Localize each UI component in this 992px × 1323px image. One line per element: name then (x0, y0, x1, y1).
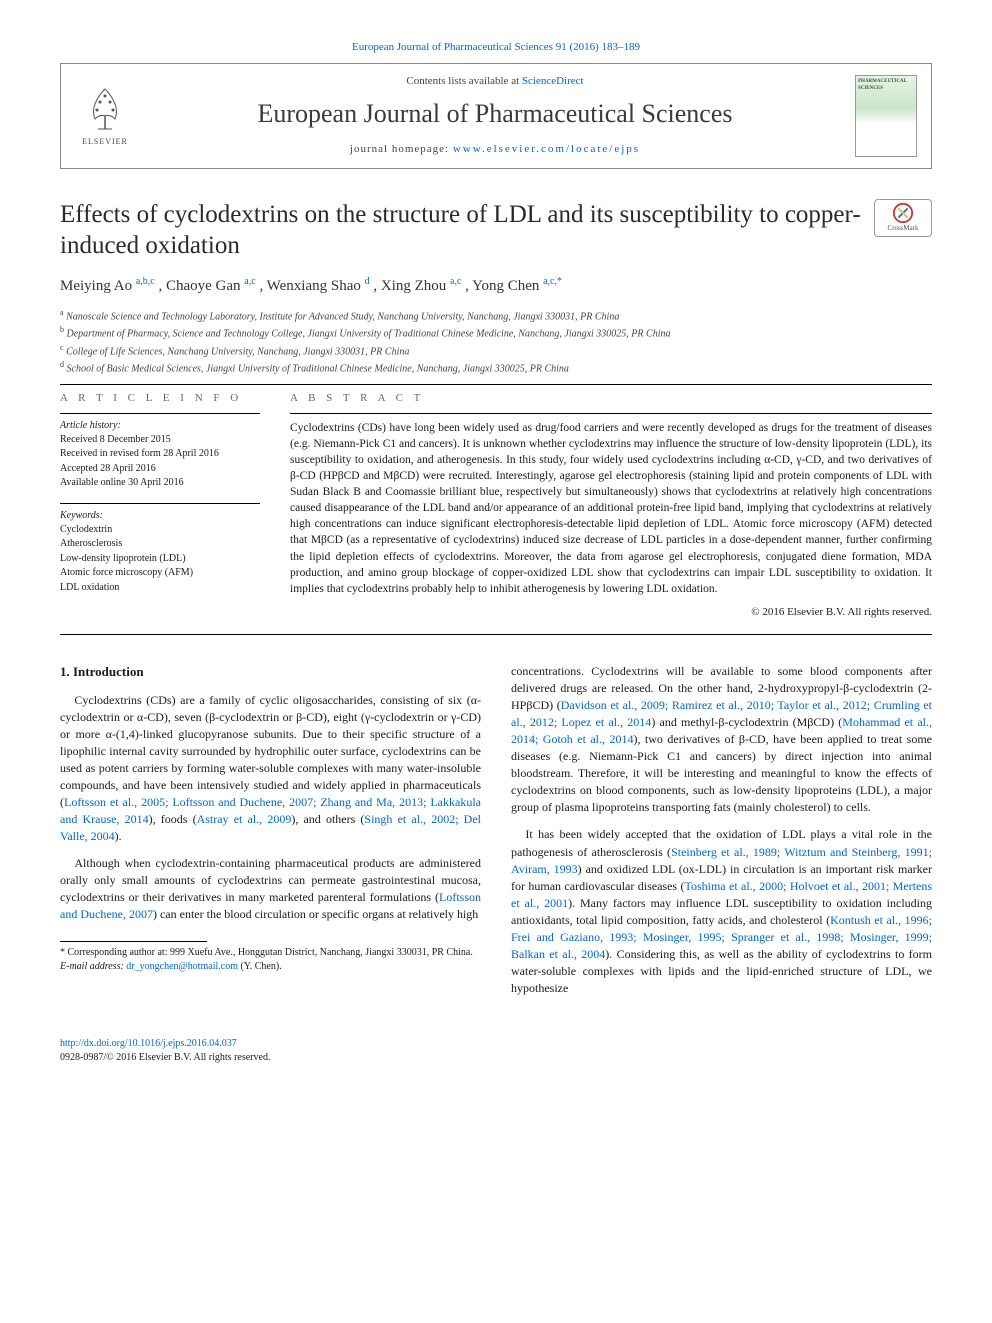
right-column: concentrations. Cyclodextrins will be av… (511, 663, 932, 1007)
abstract-head: A B S T R A C T (290, 391, 932, 406)
contents-prefix: Contents lists available at (406, 75, 521, 87)
affiliations: a Nanoscale Science and Technology Labor… (60, 307, 932, 376)
history-line: Available online 30 April 2016 (60, 476, 260, 491)
elsevier-logo: ELSEVIER (75, 81, 135, 151)
body-columns: 1. Introduction Cyclodextrins (CDs) are … (60, 663, 932, 1007)
journal-name: European Journal of Pharmaceutical Scien… (149, 96, 841, 132)
intro-paragraph: It has been widely accepted that the oxi… (511, 826, 932, 996)
keyword: Atomic force microscopy (AFM) (60, 566, 260, 581)
left-column: 1. Introduction Cyclodextrins (CDs) are … (60, 663, 481, 1007)
homepage-prefix: journal homepage: (350, 143, 453, 155)
affiliation: a Nanoscale Science and Technology Labor… (60, 307, 932, 324)
divider (60, 634, 932, 635)
history-line: Accepted 28 April 2016 (60, 462, 260, 477)
corresponding-mark[interactable]: * (557, 276, 562, 287)
affiliation: c College of Life Sciences, Nanchang Uni… (60, 342, 932, 359)
article-info-column: A R T I C L E I N F O Article history: R… (60, 391, 260, 620)
abstract-copyright: © 2016 Elsevier B.V. All rights reserved… (290, 605, 932, 620)
journal-reference: European Journal of Pharmaceutical Scien… (60, 40, 932, 55)
homepage-line: journal homepage: www.elsevier.com/locat… (149, 142, 841, 157)
author-list: Meiying Ao a,b,c , Chaoye Gan a,c , Wenx… (60, 275, 932, 297)
keywords-block: Keywords: Cyclodextrin Atherosclerosis L… (60, 503, 260, 596)
info-abstract-row: A R T I C L E I N F O Article history: R… (60, 391, 932, 620)
article-info-head: A R T I C L E I N F O (60, 391, 260, 406)
page-footer: http://dx.doi.org/10.1016/j.ejps.2016.04… (60, 1037, 932, 1065)
affiliation-link[interactable]: a,b,c (136, 276, 155, 287)
affiliation: b Department of Pharmacy, Science and Te… (60, 324, 932, 341)
crossmark-badge[interactable]: CrossMark (874, 199, 932, 237)
email-line: E-mail address: dr_yongchen@hotmail.com … (60, 960, 481, 974)
history-label: Article history: (60, 419, 260, 433)
footnote-divider (60, 941, 207, 942)
journal-header: ELSEVIER Contents lists available at Sci… (60, 63, 932, 168)
affiliation-link[interactable]: a,c, (543, 276, 557, 287)
article-history: Article history: Received 8 December 201… (60, 413, 260, 491)
intro-heading: 1. Introduction (60, 663, 481, 681)
history-line: Received 8 December 2015 (60, 433, 260, 448)
intro-paragraph: Cyclodextrins (CDs) are a family of cycl… (60, 692, 481, 845)
keyword: LDL oxidation (60, 581, 260, 596)
issn-copyright: 0928-0987/© 2016 Elsevier B.V. All right… (60, 1051, 932, 1065)
title-row: Effects of cyclodextrins on the structur… (60, 199, 932, 262)
abstract-column: A B S T R A C T Cyclodextrins (CDs) have… (290, 391, 932, 620)
corr-author-text: * Corresponding author at: 999 Xuefu Ave… (60, 946, 481, 960)
elsevier-tree-icon (80, 84, 130, 134)
keywords-label: Keywords: (60, 509, 260, 523)
journal-ref-link[interactable]: European Journal of Pharmaceutical Scien… (352, 41, 640, 53)
elsevier-label: ELSEVIER (82, 136, 128, 147)
author: Meiying Ao a,b,c (60, 278, 155, 294)
abstract-text: Cyclodextrins (CDs) have long been widel… (290, 413, 932, 597)
author: , Yong Chen a,c,* (465, 278, 562, 294)
crossmark-icon (892, 202, 914, 224)
doi-link[interactable]: http://dx.doi.org/10.1016/j.ejps.2016.04… (60, 1038, 237, 1049)
homepage-link[interactable]: www.elsevier.com/locate/ejps (453, 143, 640, 155)
crossmark-label: CrossMark (887, 224, 918, 234)
intro-paragraph: Although when cyclodextrin-containing ph… (60, 855, 481, 923)
author: , Chaoye Gan a,c (158, 278, 255, 294)
affiliation: d School of Basic Medical Sciences, Jian… (60, 359, 932, 376)
header-center: Contents lists available at ScienceDirec… (149, 74, 841, 157)
affiliation-link[interactable]: a,c (450, 276, 461, 287)
history-line: Received in revised form 28 April 2016 (60, 447, 260, 462)
citation-link[interactable]: Astray et al., 2009 (197, 812, 292, 826)
journal-cover-thumbnail: PHARMACEUTICAL SCIENCES (855, 75, 917, 157)
author: , Xing Zhou a,c (373, 278, 461, 294)
author: , Wenxiang Shao d (259, 278, 369, 294)
keyword: Cyclodextrin (60, 523, 260, 538)
contents-line: Contents lists available at ScienceDirec… (149, 74, 841, 89)
affiliation-link[interactable]: d (365, 276, 370, 287)
keyword: Atherosclerosis (60, 537, 260, 552)
corresponding-footnote: * Corresponding author at: 999 Xuefu Ave… (60, 946, 481, 973)
article-title: Effects of cyclodextrins on the structur… (60, 199, 862, 262)
sciencedirect-link[interactable]: ScienceDirect (522, 75, 584, 87)
intro-paragraph: concentrations. Cyclodextrins will be av… (511, 663, 932, 816)
affiliation-link[interactable]: a,c (244, 276, 255, 287)
email-link[interactable]: dr_yongchen@hotmail.com (126, 961, 238, 972)
keyword: Low-density lipoprotein (LDL) (60, 552, 260, 567)
divider (60, 384, 932, 385)
